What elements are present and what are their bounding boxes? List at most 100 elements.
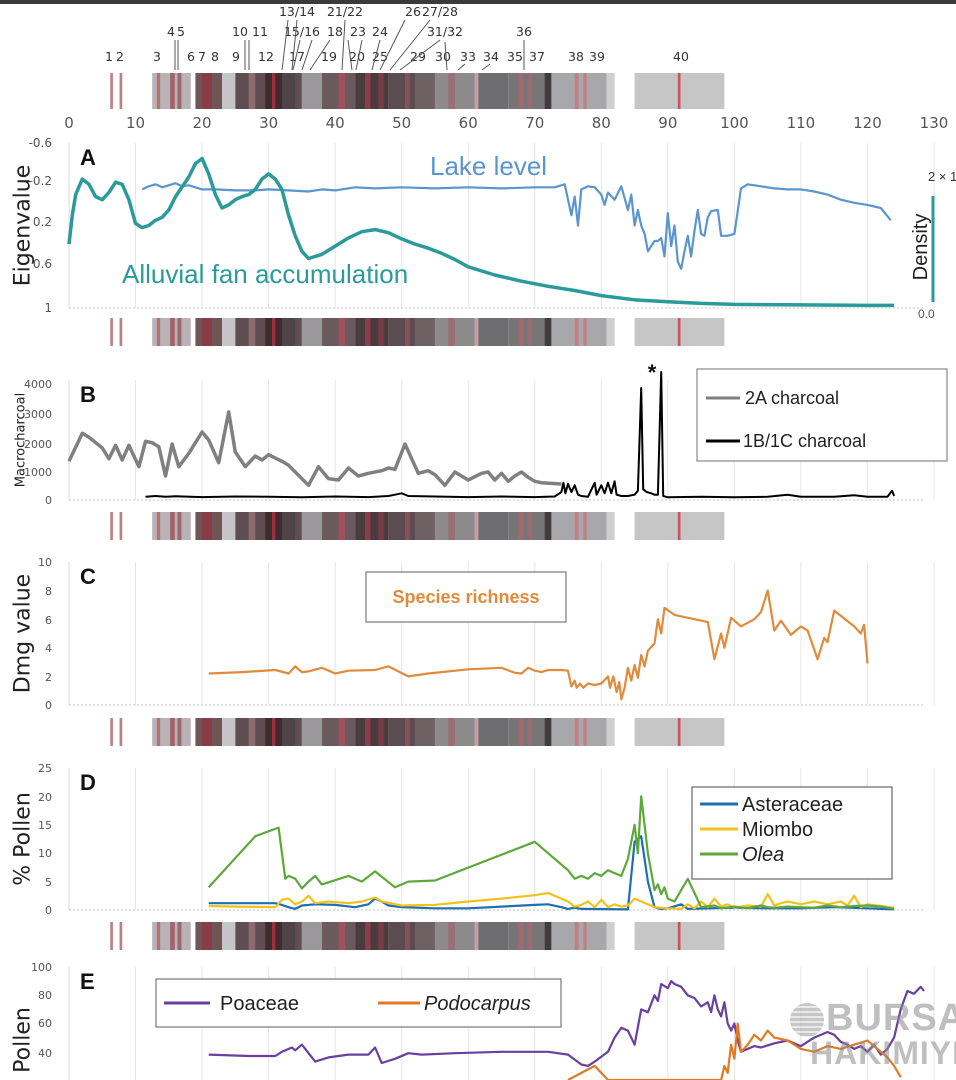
legend-label: 1B/1C charcoal: [743, 431, 866, 451]
x-tick-label: 60: [459, 114, 478, 132]
x-tick-label: 90: [658, 114, 677, 132]
strata-segment: [281, 718, 296, 746]
strata-segment: [271, 718, 276, 746]
strata-label: 5: [177, 24, 185, 39]
y-tick-label: 10: [38, 847, 52, 860]
y-tick-label: 60: [38, 1017, 52, 1030]
strata-segment: [544, 318, 552, 346]
legend: Poaceae Podocarpus: [155, 978, 562, 1028]
legend-label: 2A charcoal: [745, 388, 839, 408]
strata-segment: [156, 718, 161, 746]
strata-segment: [574, 318, 579, 346]
strata-segment: [574, 73, 579, 109]
strata-segment: [474, 922, 479, 950]
strata-segment: [478, 718, 509, 746]
legend-box: [365, 571, 567, 623]
strata-label: 4: [167, 24, 175, 39]
top-border: [0, 0, 956, 4]
y-tick-label: 0.2: [33, 215, 52, 229]
strata-segment: [405, 718, 410, 746]
strata-segment: [378, 318, 384, 346]
strata-segment: [222, 512, 236, 540]
strata-segment: [365, 922, 371, 950]
strata-segment: [544, 922, 552, 950]
y-tick-label: 4000: [24, 378, 52, 391]
strata-labels: 13/14 21/22 26 27/284 5 10 11 15/16 18 23 24 31/32 3…: [105, 4, 689, 71]
strata-label: 1: [105, 49, 113, 64]
strata-segment: [478, 73, 509, 109]
strata-segment: [574, 512, 579, 540]
strata-segment: [301, 718, 322, 746]
panel-label: B: [80, 382, 96, 407]
panels: -0.6 -0.2 0.2 0.6 1 Eigenvalue A Lake level Allu…: [11, 136, 956, 1080]
strata-leader-line: [379, 19, 406, 71]
strata-segment: [119, 922, 123, 950]
y-tick-label: 0: [45, 494, 52, 507]
strata-segment: [677, 718, 681, 746]
series-line-2a-charcoal: [67, 410, 562, 488]
strata-segment: [177, 718, 182, 746]
strata-segment: [434, 718, 475, 746]
x-tick-label: 50: [392, 114, 411, 132]
strata-segment: [544, 512, 552, 540]
strata-segment: [281, 922, 296, 950]
strata-segment: [248, 73, 256, 109]
strata-segment: [405, 73, 410, 109]
strata-segment: [202, 512, 213, 540]
strata-segment: [338, 512, 346, 540]
alluvial-fan-label: Alluvial fan accumulation: [122, 259, 408, 289]
strata-segment: [271, 922, 276, 950]
strata-segment: [478, 318, 509, 346]
strata-label: 7: [198, 49, 206, 64]
strata-segment: [248, 512, 256, 540]
x-tick-label: 130: [920, 114, 949, 132]
strata-band: [110, 512, 725, 540]
strata-segment: [119, 718, 123, 746]
x-tick-label: 80: [592, 114, 611, 132]
strata-segment: [528, 922, 533, 950]
strata-segment: [551, 922, 607, 950]
strata-segment: [222, 718, 236, 746]
globe-icon: [790, 1003, 824, 1037]
strata-segment: [365, 318, 371, 346]
strata-segment: [177, 512, 182, 540]
strata-segment: [271, 318, 276, 346]
strata-segment: [606, 922, 615, 950]
strata-segment: [156, 512, 161, 540]
y-tick-label: 1000: [24, 466, 52, 479]
strata-label: 25: [372, 49, 388, 64]
strata-leader-line: [347, 39, 353, 71]
strata-segment: [551, 318, 607, 346]
strata-segment: [119, 512, 123, 540]
strata-segment: [583, 318, 587, 346]
strata-segment: [544, 73, 552, 109]
panel-label: E: [80, 969, 95, 994]
strata-segment: [434, 318, 475, 346]
panel-d: 0 5 10 15 20 25 % Pollen D Asteraceae Miombo Olea: [11, 762, 935, 917]
legend-box: [691, 786, 893, 880]
strata-segment: [434, 73, 475, 109]
strata-bar: [110, 73, 725, 109]
strata-bands: [110, 318, 725, 950]
strata-leader-line: [309, 39, 331, 71]
strata-segment: [301, 512, 322, 540]
y-tick-label: 1: [44, 301, 52, 315]
strata-segment: [405, 318, 410, 346]
strata-segment: [378, 73, 384, 109]
legend-label: Miombo: [742, 819, 813, 841]
strata-label: 18: [327, 24, 343, 39]
density-axis-label: Density: [910, 214, 932, 281]
strata-segment: [301, 922, 322, 950]
strata-segment: [338, 73, 346, 109]
strata-leader-line: [399, 39, 441, 71]
strata-label: 21/22: [327, 4, 363, 19]
strata-leader-line: [444, 41, 448, 71]
series-line-olea: [207, 795, 895, 910]
strata-segment: [378, 922, 384, 950]
series-line-species-richness: [208, 589, 869, 701]
strata-segment: [583, 718, 587, 746]
series-line-podocarpus: [567, 1022, 902, 1080]
legend-label: Species richness: [392, 587, 539, 607]
strata-segment: [110, 922, 113, 950]
